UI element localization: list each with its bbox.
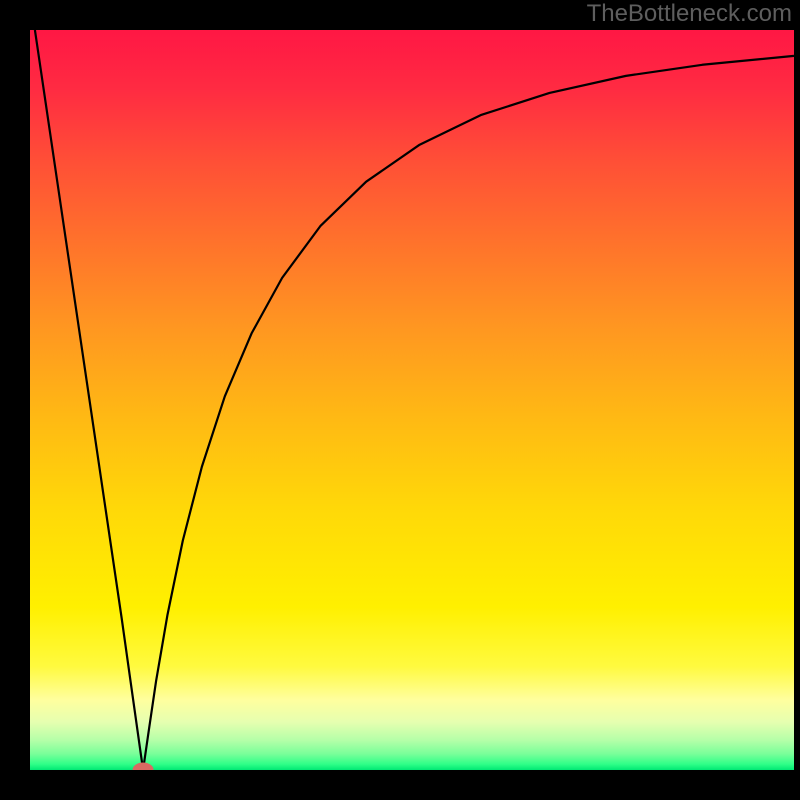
- chart-container: { "watermark": { "text": "TheBottleneck.…: [0, 0, 800, 800]
- watermark-text: TheBottleneck.com: [587, 0, 792, 28]
- plot-background-gradient: [30, 30, 794, 770]
- bottleneck-chart: [0, 0, 800, 800]
